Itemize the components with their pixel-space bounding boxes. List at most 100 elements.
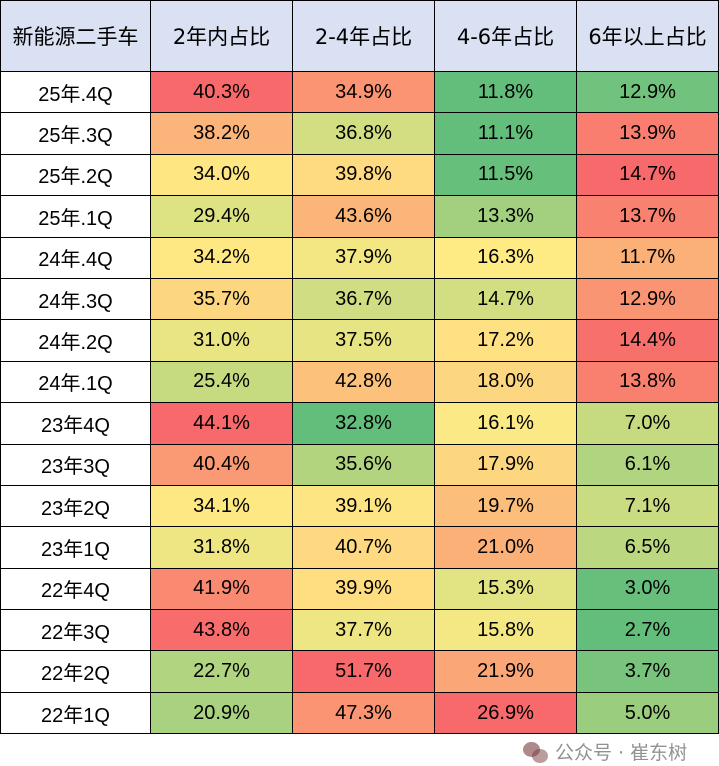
table-row: 22年3Q 43.8% 37.7% 15.8% 2.7% xyxy=(0,609,719,652)
value-cell: 36.8% xyxy=(292,112,435,155)
value-cell: 7.0% xyxy=(576,402,719,445)
table-body: 25年.4Q 40.3% 34.9% 11.8% 12.9% 25年.3Q 38.2% 36.… xyxy=(0,70,719,735)
value-cell: 25.4% xyxy=(150,360,293,404)
value-cell: 14.7% xyxy=(576,153,719,197)
watermark-text: 公众号 · 崔东树 xyxy=(555,742,688,764)
value-cell: 35.6% xyxy=(292,443,435,486)
value-cell: 11.7% xyxy=(576,236,719,279)
value-cell: 20.9% xyxy=(150,691,293,735)
wechat-icon xyxy=(523,740,549,764)
value-cell: 12.9% xyxy=(576,70,719,114)
value-cell: 40.4% xyxy=(150,443,293,486)
value-cell: 29.4% xyxy=(150,195,293,238)
table-row: 25年.2Q 34.0% 39.8% 11.5% 14.7% xyxy=(0,153,719,197)
table-row: 23年3Q 40.4% 35.6% 17.9% 6.1% xyxy=(0,443,719,486)
value-cell: 37.9% xyxy=(292,236,435,279)
row-label: 25年.1Q xyxy=(0,195,151,238)
value-cell: 37.7% xyxy=(292,609,435,652)
value-cell: 34.2% xyxy=(150,236,293,279)
value-cell: 21.0% xyxy=(434,526,577,569)
table-row: 25年.1Q 29.4% 43.6% 13.3% 13.7% xyxy=(0,195,719,238)
value-cell: 22.7% xyxy=(150,650,293,693)
value-cell: 15.8% xyxy=(434,609,577,652)
value-cell: 18.0% xyxy=(434,360,577,404)
row-label: 24年.2Q xyxy=(0,319,151,362)
value-cell: 39.1% xyxy=(292,484,435,528)
table-row: 24年.3Q 35.7% 36.7% 14.7% 12.9% xyxy=(0,277,719,321)
value-cell: 43.6% xyxy=(292,195,435,238)
value-cell: 11.5% xyxy=(434,153,577,197)
value-cell: 31.8% xyxy=(150,526,293,569)
value-cell: 13.8% xyxy=(576,360,719,404)
value-cell: 13.7% xyxy=(576,195,719,238)
value-cell: 11.1% xyxy=(434,112,577,155)
table-row: 23年2Q 34.1% 39.1% 19.7% 7.1% xyxy=(0,484,719,528)
watermark: 公众号 · 崔东树 xyxy=(523,738,687,765)
value-cell: 38.2% xyxy=(150,112,293,155)
header-row: 新能源二手车 2年内占比 2-4年占比 4-6年占比 6年以上占比 xyxy=(0,0,719,72)
row-label: 25年.3Q xyxy=(0,112,151,155)
value-cell: 5.0% xyxy=(576,691,719,735)
value-cell: 21.9% xyxy=(434,650,577,693)
value-cell: 7.1% xyxy=(576,484,719,528)
value-cell: 16.3% xyxy=(434,236,577,279)
heatmap-table: 新能源二手车 2年内占比 2-4年占比 4-6年占比 6年以上占比 25年.4Q… xyxy=(0,0,719,735)
row-label: 22年4Q xyxy=(0,567,151,611)
header-2-4y: 2-4年占比 xyxy=(292,0,435,72)
row-label: 23年2Q xyxy=(0,484,151,528)
value-cell: 44.1% xyxy=(150,402,293,445)
value-cell: 15.3% xyxy=(434,567,577,611)
table-row: 24年.1Q 25.4% 42.8% 18.0% 13.8% xyxy=(0,360,719,404)
value-cell: 51.7% xyxy=(292,650,435,693)
value-cell: 37.5% xyxy=(292,319,435,362)
header-over-6y: 6年以上占比 xyxy=(576,0,719,72)
row-label: 23年3Q xyxy=(0,443,151,486)
value-cell: 12.9% xyxy=(576,277,719,321)
table-row: 22年4Q 41.9% 39.9% 15.3% 3.0% xyxy=(0,567,719,611)
value-cell: 43.8% xyxy=(150,609,293,652)
row-label: 22年3Q xyxy=(0,609,151,652)
value-cell: 13.9% xyxy=(576,112,719,155)
row-label: 22年2Q xyxy=(0,650,151,693)
row-label: 24年.1Q xyxy=(0,360,151,404)
value-cell: 34.0% xyxy=(150,153,293,197)
row-label: 23年1Q xyxy=(0,526,151,569)
table-row: 22年1Q 20.9% 47.3% 26.9% 5.0% xyxy=(0,691,719,735)
table-row: 24年.4Q 34.2% 37.9% 16.3% 11.7% xyxy=(0,236,719,279)
value-cell: 11.8% xyxy=(434,70,577,114)
row-label: 24年.3Q xyxy=(0,277,151,321)
value-cell: 6.5% xyxy=(576,526,719,569)
value-cell: 13.3% xyxy=(434,195,577,238)
row-label: 25年.2Q xyxy=(0,153,151,197)
table-row: 22年2Q 22.7% 51.7% 21.9% 3.7% xyxy=(0,650,719,693)
value-cell: 39.9% xyxy=(292,567,435,611)
value-cell: 34.9% xyxy=(292,70,435,114)
value-cell: 17.2% xyxy=(434,319,577,362)
value-cell: 2.7% xyxy=(576,609,719,652)
value-cell: 47.3% xyxy=(292,691,435,735)
value-cell: 14.4% xyxy=(576,319,719,362)
row-label: 25年.4Q xyxy=(0,70,151,114)
value-cell: 41.9% xyxy=(150,567,293,611)
value-cell: 6.1% xyxy=(576,443,719,486)
header-within-2y: 2年内占比 xyxy=(150,0,293,72)
value-cell: 32.8% xyxy=(292,402,435,445)
row-label: 22年1Q xyxy=(0,691,151,735)
row-label: 23年4Q xyxy=(0,402,151,445)
value-cell: 34.1% xyxy=(150,484,293,528)
value-cell: 3.0% xyxy=(576,567,719,611)
value-cell: 31.0% xyxy=(150,319,293,362)
value-cell: 14.7% xyxy=(434,277,577,321)
value-cell: 40.7% xyxy=(292,526,435,569)
value-cell: 16.1% xyxy=(434,402,577,445)
value-cell: 19.7% xyxy=(434,484,577,528)
value-cell: 17.9% xyxy=(434,443,577,486)
table-row: 24年.2Q 31.0% 37.5% 17.2% 14.4% xyxy=(0,319,719,362)
value-cell: 35.7% xyxy=(150,277,293,321)
table-row: 23年4Q 44.1% 32.8% 16.1% 7.0% xyxy=(0,402,719,445)
table-row: 25年.4Q 40.3% 34.9% 11.8% 12.9% xyxy=(0,70,719,114)
header-4-6y: 4-6年占比 xyxy=(434,0,577,72)
value-cell: 40.3% xyxy=(150,70,293,114)
header-category: 新能源二手车 xyxy=(0,0,151,72)
value-cell: 36.7% xyxy=(292,277,435,321)
